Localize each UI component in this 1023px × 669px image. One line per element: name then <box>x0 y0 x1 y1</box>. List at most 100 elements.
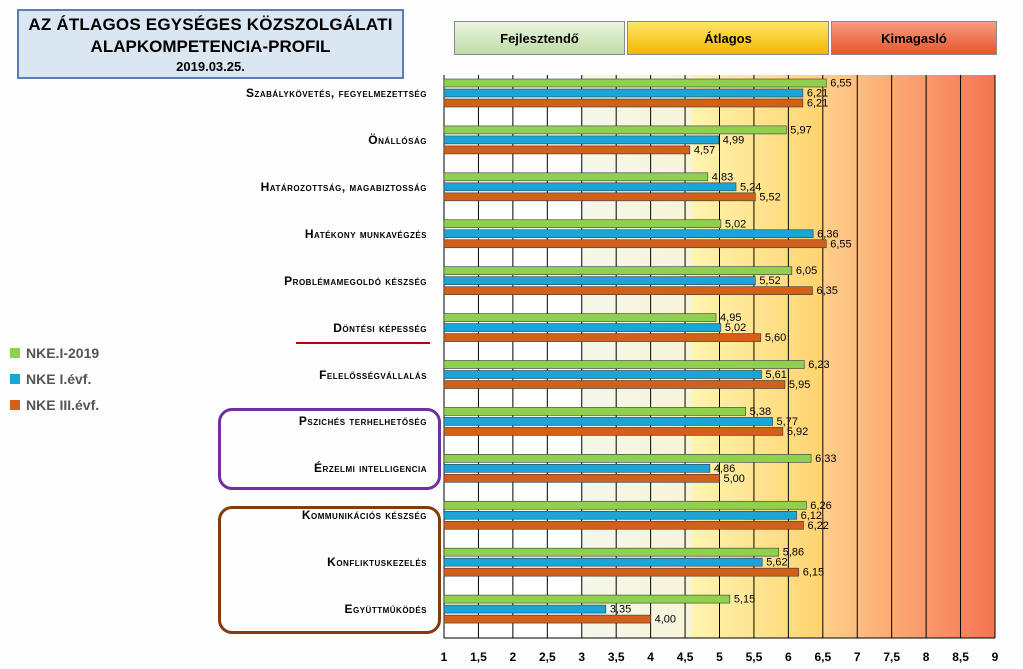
data-label: 6,05 <box>796 265 817 277</box>
data-label: 6,15 <box>803 567 824 579</box>
bar <box>443 145 691 155</box>
bar <box>443 125 787 135</box>
data-label: 6,33 <box>815 453 836 465</box>
category-label: Pszichés terhelhetőség <box>298 414 427 429</box>
data-label: 5,92 <box>787 426 808 438</box>
x-tick-label: 7,5 <box>883 650 900 664</box>
data-label: 6,12 <box>801 510 822 522</box>
bar <box>443 567 800 577</box>
bar <box>443 454 812 463</box>
category-label: Érzelmi intelligencia <box>314 461 427 476</box>
legend-label: NKE.I-2019 <box>26 345 100 361</box>
data-label: 5,95 <box>789 379 810 391</box>
underline-red <box>296 342 430 344</box>
bar <box>443 427 784 436</box>
legend-swatch <box>10 348 20 358</box>
data-label: 5,97 <box>790 124 811 136</box>
category-label: Együttműködés <box>344 602 427 617</box>
bar <box>443 604 607 614</box>
x-tick-label: 4,5 <box>677 650 694 664</box>
bar <box>443 219 722 229</box>
category-label: Kommunikációs készség <box>301 508 427 523</box>
data-label: 6,22 <box>808 520 829 532</box>
category-label: Döntési képesség <box>333 320 427 335</box>
bar <box>443 313 717 322</box>
bar <box>443 370 762 379</box>
data-label: 6,35 <box>816 285 837 297</box>
data-label: 5,15 <box>734 594 755 606</box>
data-label: 4,57 <box>694 144 715 156</box>
bracket-brown <box>218 506 441 634</box>
x-tick-label: 8 <box>923 650 930 664</box>
x-tick-label: 3 <box>578 650 585 664</box>
x-tick-label: 6,5 <box>814 650 831 664</box>
data-label: 4,83 <box>712 171 733 183</box>
data-label: 6,36 <box>817 228 838 240</box>
bar <box>443 380 786 389</box>
bar <box>443 510 797 520</box>
data-label: 6,21 <box>807 98 828 110</box>
chart-title-box: AZ ÁTLAGOS EGYSÉGES KÖZSZOLGÁLATI ALAPKO… <box>17 9 404 79</box>
legend-label: NKE III.évf. <box>26 397 100 413</box>
data-label: 4,95 <box>720 312 741 324</box>
bar <box>443 135 720 145</box>
x-tick-label: 8,5 <box>952 650 969 664</box>
chart-title-date: 2019.03.25. <box>176 59 245 74</box>
chart-title-line2: ALAPKOMPETENCIA-PROFIL <box>90 37 331 56</box>
bar <box>443 98 804 108</box>
data-label: 6,21 <box>807 88 828 100</box>
x-tick-label: 6 <box>785 650 792 664</box>
data-label: 5,38 <box>750 406 771 418</box>
bar <box>443 333 762 342</box>
bar <box>443 266 793 275</box>
category-label: Konfliktuskezelés <box>327 555 427 570</box>
category-label: Határozottság, magabiztosság <box>260 179 427 194</box>
x-tick-label: 5,5 <box>746 650 763 664</box>
bar <box>443 276 756 285</box>
data-label: 4,86 <box>714 463 735 475</box>
x-tick-label: 7 <box>854 650 861 664</box>
legend-item: NKE I.évf. <box>10 366 99 392</box>
data-label: 5,60 <box>765 332 786 344</box>
category-label: Hatékony munkavégzés <box>304 226 427 241</box>
bar <box>443 323 722 332</box>
legend-item: NKE.I-2019 <box>10 340 99 366</box>
bar <box>443 360 805 369</box>
band-fejlesztendo <box>581 75 692 638</box>
bar <box>443 417 773 426</box>
bar <box>443 172 709 182</box>
bar <box>443 192 756 202</box>
bar <box>443 500 807 510</box>
data-label: 5,86 <box>783 547 804 559</box>
data-label: 5,02 <box>725 322 746 334</box>
zone-label: Kimagasló <box>831 21 997 55</box>
bar <box>443 229 814 239</box>
bar <box>443 464 711 473</box>
data-label: 6,26 <box>810 500 831 512</box>
bar <box>443 520 804 530</box>
legend-swatch <box>10 374 20 384</box>
bar <box>443 614 651 624</box>
data-label: 6,23 <box>808 359 829 371</box>
band-atlagos <box>691 75 823 638</box>
legend-swatch <box>10 400 20 410</box>
legend-item: NKE III.évf. <box>10 392 99 418</box>
data-label: 3,35 <box>610 604 631 616</box>
category-label: Szabálykövetés, fegyelmezettség <box>245 86 427 100</box>
data-label: 5,61 <box>766 369 787 381</box>
bar <box>443 594 731 604</box>
bar <box>443 78 827 88</box>
data-label: 4,99 <box>723 134 744 146</box>
bar <box>443 407 746 416</box>
data-label: 5,02 <box>725 218 746 230</box>
category-label: Felelősségvállalás <box>319 367 427 382</box>
x-tick-label: 1 <box>441 650 448 664</box>
bar <box>443 239 827 249</box>
data-label: 4,00 <box>655 614 676 626</box>
data-label: 5,52 <box>759 191 780 203</box>
bracket-purple <box>218 408 441 490</box>
zone-label: Átlagos <box>627 21 829 55</box>
x-tick-label: 9 <box>992 650 999 664</box>
bar <box>443 474 720 483</box>
